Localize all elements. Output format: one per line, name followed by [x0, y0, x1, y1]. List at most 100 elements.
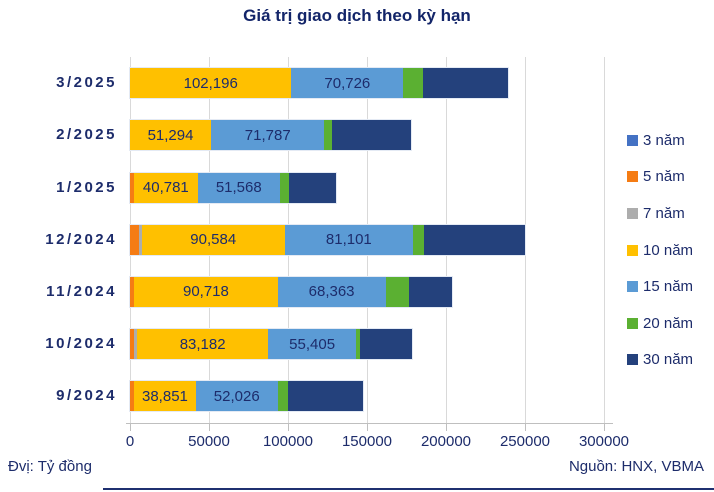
x-tick-label: 300000: [578, 433, 630, 450]
legend: 3 năm 5 năm 7 năm 10 năm 15 năm 20 năm 30 năm: [627, 122, 693, 378]
bar-segment: 55,405: [268, 329, 356, 360]
legend-label: 3 năm: [643, 131, 685, 149]
legend-item: 7 năm: [627, 195, 693, 232]
bar-data-label: 90,584: [190, 231, 237, 249]
legend-label: 30 năm: [643, 351, 694, 369]
bar-data-label: 51,294: [147, 126, 194, 144]
bar-segment: [355, 329, 360, 360]
bar-segment: 51,294: [130, 120, 212, 151]
category-label: 2/2025: [56, 126, 117, 144]
bar-row: 40,781 51,568: [128, 171, 338, 204]
bar-segment: [277, 381, 288, 412]
bottom-divider: [103, 488, 714, 490]
x-tick-label: 0: [125, 433, 135, 450]
x-axis-line: [126, 423, 613, 424]
legend-label: 15 năm: [643, 278, 694, 296]
bar-row: 90,718 68,363: [129, 275, 453, 308]
bar-segment: 40,781: [133, 172, 199, 203]
category-label: 11/2024: [46, 282, 117, 300]
bar-segment: [287, 381, 363, 412]
x-tick-label: 100000: [262, 433, 314, 450]
bar-segment: [279, 172, 289, 203]
legend-item: 10 năm: [627, 232, 693, 269]
x-tick-label: 250000: [499, 433, 551, 450]
bar-segment: 52,026: [195, 381, 278, 412]
bar-segment: 90,584: [141, 224, 285, 255]
legend-item: 5 năm: [627, 159, 693, 196]
bar-segment: 68,363: [277, 276, 386, 307]
bar-segment: [139, 224, 142, 255]
bar-segment: [130, 224, 139, 255]
bar-segment: [385, 276, 409, 307]
x-axis-tick: [130, 423, 131, 431]
bar-data-label: 81,101: [325, 231, 372, 249]
bar-data-label: 51,568: [215, 179, 262, 196]
bar-segment: [403, 68, 423, 99]
bar-data-label: 90,718: [182, 283, 229, 301]
bar-row: 102,196 70,726: [129, 67, 509, 100]
x-tick-label: 150000: [341, 433, 393, 450]
legend-label: 20 năm: [643, 314, 694, 332]
legend-swatch: [627, 317, 638, 329]
category-label: 9/2024: [56, 387, 117, 405]
bar-segment: 81,101: [284, 224, 413, 255]
category-label: 3/2025: [56, 74, 117, 92]
source-label: Nguồn: HNX, VBMA: [568, 458, 704, 475]
x-axis-tick: [288, 423, 289, 431]
bar-segment: [324, 120, 333, 151]
x-axis-tick: [604, 423, 605, 431]
legend-swatch: [627, 244, 638, 256]
legend-swatch: [627, 281, 638, 293]
bar-segment: 51,568: [198, 172, 280, 203]
bar-row: 51,294 71,787: [128, 119, 413, 152]
bar-data-label: 70,726: [324, 74, 371, 92]
category-label: 10/2024: [45, 335, 117, 353]
x-tick-label: 50000: [188, 433, 230, 450]
bar-data-label: 68,363: [308, 283, 355, 301]
bar-segment: [130, 381, 135, 412]
unit-label: Đvị: Tỷ đồng: [8, 458, 92, 475]
legend-swatch: [627, 354, 638, 366]
legend-label: 5 năm: [643, 168, 685, 186]
bar-data-label: 52,026: [213, 387, 260, 405]
bar-data-label: 102,196: [183, 74, 238, 92]
gridline: [525, 57, 526, 423]
bar-row: 38,851 52,026: [129, 380, 364, 413]
legend-item: 20 năm: [627, 305, 693, 342]
bar-segment: 90,718: [134, 276, 278, 307]
bar-segment: [130, 329, 135, 360]
legend-item: 15 năm: [627, 268, 693, 305]
bar-segment: [359, 329, 412, 360]
bar-segment: 70,726: [291, 68, 404, 99]
x-axis-tick: [209, 423, 210, 431]
bar-row: 90,584 81,101: [128, 223, 527, 256]
bar-segment: [130, 172, 134, 203]
bar-segment: [130, 276, 135, 307]
legend-item: 30 năm: [627, 342, 693, 379]
bar-segment: [332, 120, 412, 151]
bar-data-label: 55,405: [289, 335, 336, 353]
x-axis-tick: [525, 423, 526, 431]
bar-segment: [408, 276, 452, 307]
bar-segment: 38,851: [134, 381, 196, 412]
chart-title: Giá trị giao dịch theo kỳ hạn: [243, 6, 471, 25]
legend-swatch: [627, 171, 638, 183]
bar-row: 83,182 55,405: [129, 328, 413, 361]
bar-segment: [134, 329, 137, 360]
bar-data-label: 38,851: [142, 387, 188, 405]
legend-label: 10 năm: [643, 241, 694, 259]
bar-segment: 71,787: [211, 120, 325, 151]
legend-label: 7 năm: [643, 204, 685, 222]
gridline: [604, 57, 605, 423]
x-axis-tick: [446, 423, 447, 431]
bar-segment: [424, 224, 526, 255]
bar-data-label: 40,781: [142, 179, 189, 196]
x-tick-label: 200000: [420, 433, 472, 450]
bar-segment: [412, 224, 425, 255]
bar-data-label: 83,182: [179, 335, 226, 353]
bar-segment: [288, 172, 337, 203]
x-axis-tick: [367, 423, 368, 431]
bar-segment: 83,182: [136, 329, 269, 360]
